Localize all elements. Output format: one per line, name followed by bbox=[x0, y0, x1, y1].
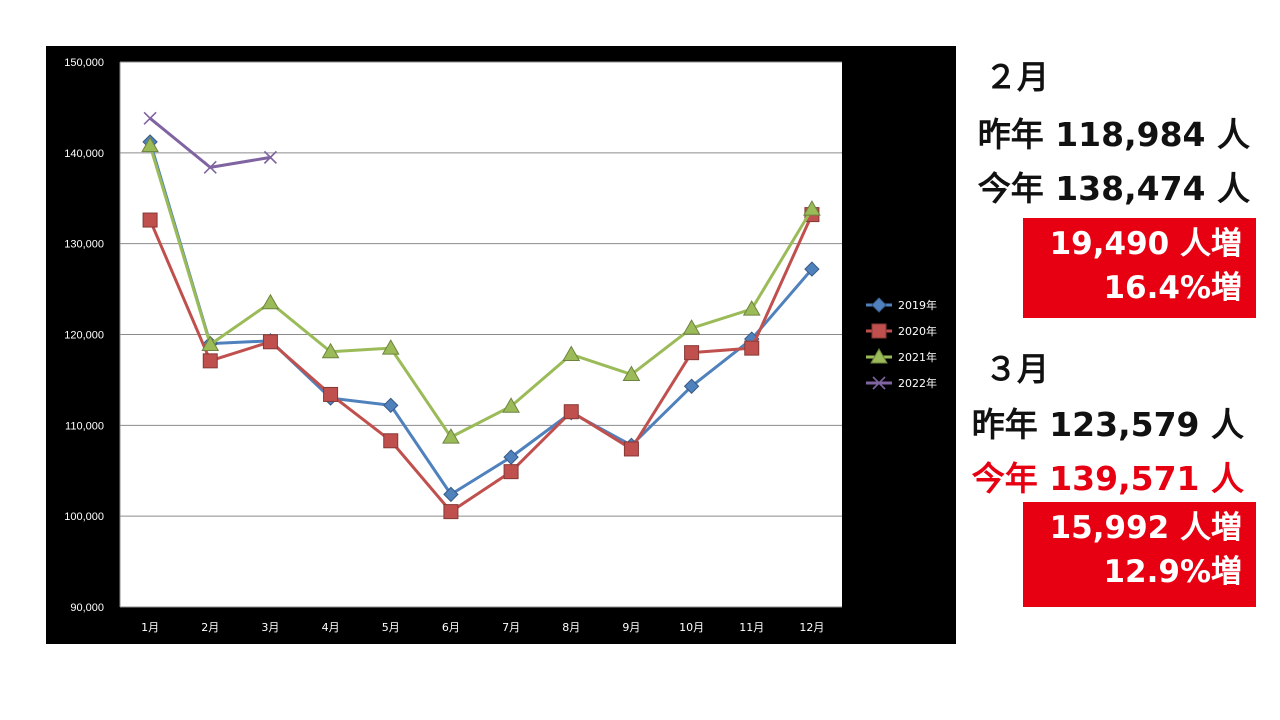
feb-this-year: 今年 138,474 人 bbox=[977, 169, 1250, 208]
x-tick-label: 4月 bbox=[322, 621, 340, 634]
data-point-2022年 bbox=[263, 150, 277, 164]
data-point-2020年 bbox=[202, 353, 218, 369]
data-point-2021年 bbox=[442, 428, 460, 444]
data-point-2020年 bbox=[744, 340, 760, 356]
y-tick-label: 120,000 bbox=[64, 330, 104, 342]
data-point-2019年 bbox=[683, 378, 700, 394]
data-point-2021年 bbox=[381, 339, 400, 355]
mar-diff-pct: 12.9%増 bbox=[1103, 554, 1242, 590]
data-point-2022年 bbox=[203, 160, 217, 174]
x-tick-label: 10月 bbox=[679, 621, 704, 634]
mar-diff-box: 15,992 人増 12.9%増 bbox=[1023, 502, 1256, 607]
line-chart: 90,000 100,000 110,000 120,000 130,000 140,00… bbox=[64, 57, 937, 634]
data-point-2020年 bbox=[503, 464, 519, 480]
data-point-2021年 bbox=[622, 365, 641, 381]
legend-marker bbox=[870, 347, 888, 364]
data-point-2021年 bbox=[141, 136, 159, 153]
mar-heading: ３月 bbox=[985, 350, 1050, 388]
legend-marker bbox=[871, 297, 887, 313]
series-line-2019年 bbox=[148, 141, 814, 496]
legend-label: 2022年 bbox=[898, 376, 937, 390]
x-tick-label: 5月 bbox=[382, 621, 400, 634]
x-tick-label: 7月 bbox=[502, 621, 520, 634]
data-point-2021年 bbox=[742, 300, 761, 316]
legend-label: 2019年 bbox=[898, 298, 937, 312]
data-point-2021年 bbox=[682, 319, 701, 335]
y-tick-label: 150,000 bbox=[64, 57, 104, 69]
legend-marker bbox=[871, 323, 887, 339]
data-point-2021年 bbox=[803, 200, 821, 216]
data-point-2019年 bbox=[804, 261, 820, 277]
mar-diff-count: 15,992 人増 bbox=[1049, 510, 1242, 546]
x-tick-label: 8月 bbox=[562, 621, 580, 634]
x-tick-label: 3月 bbox=[261, 621, 279, 634]
data-point-2022年 bbox=[143, 111, 157, 125]
x-tick-label: 2月 bbox=[201, 621, 219, 634]
x-tick-label: 6月 bbox=[442, 621, 460, 634]
data-point-2019年 bbox=[443, 486, 459, 503]
data-point-2020年 bbox=[142, 212, 158, 228]
chart-frame: 90,000 100,000 110,000 120,000 130,000 140,00… bbox=[46, 46, 956, 644]
feb-heading: ２月 bbox=[985, 58, 1050, 96]
data-point-2020年 bbox=[262, 334, 278, 350]
data-point-2020年 bbox=[443, 504, 459, 520]
x-tick-label: 1月 bbox=[141, 621, 159, 634]
data-point-2021年 bbox=[201, 335, 220, 351]
y-tick-label: 130,000 bbox=[64, 239, 104, 251]
y-tick-label: 140,000 bbox=[64, 148, 104, 160]
data-point-2021年 bbox=[321, 342, 340, 359]
data-point-2019年 bbox=[383, 397, 399, 414]
y-tick-label: 100,000 bbox=[64, 511, 104, 523]
feb-diff-pct: 16.4%増 bbox=[1103, 270, 1242, 306]
data-point-2020年 bbox=[623, 441, 639, 457]
x-tick-label: 12月 bbox=[799, 621, 824, 634]
data-point-2019年 bbox=[503, 449, 519, 465]
y-tick-label: 110,000 bbox=[65, 420, 104, 432]
x-tick-label: 11月 bbox=[739, 621, 764, 634]
feb-last-year: 昨年 118,984 人 bbox=[977, 115, 1250, 154]
data-point-2020年 bbox=[383, 433, 399, 449]
feb-diff-count: 19,490 人増 bbox=[1049, 226, 1242, 262]
series-line-2020年 bbox=[148, 213, 814, 514]
legend-label: 2021年 bbox=[898, 350, 937, 364]
data-point-2021年 bbox=[502, 397, 520, 413]
mar-this-year: 今年 139,571 人 bbox=[971, 459, 1244, 498]
data-point-2020年 bbox=[684, 345, 700, 361]
series-line-2021年 bbox=[148, 145, 814, 439]
legend-marker bbox=[872, 376, 886, 390]
legend-label: 2020年 bbox=[898, 324, 937, 338]
data-point-2020年 bbox=[323, 386, 339, 402]
feb-diff-box: 19,490 人増 16.4%増 bbox=[1023, 218, 1256, 318]
data-point-2020年 bbox=[563, 404, 579, 420]
y-tick-label: 90,000 bbox=[70, 602, 104, 614]
data-point-2021年 bbox=[261, 293, 280, 310]
data-point-2021年 bbox=[562, 345, 581, 361]
x-tick-label: 9月 bbox=[622, 621, 640, 634]
mar-last-year: 昨年 123,579 人 bbox=[971, 405, 1244, 444]
